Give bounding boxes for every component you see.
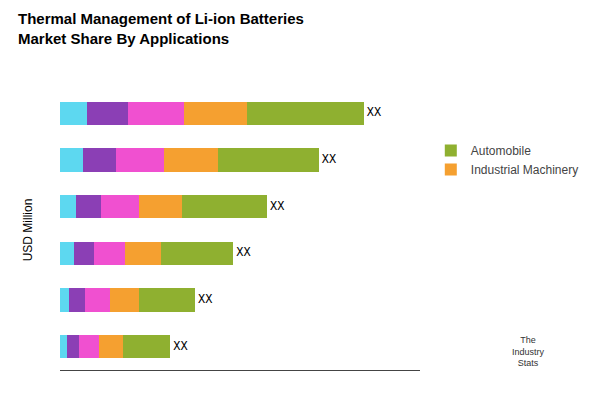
svg-text:USD Million: USD Million — [21, 199, 35, 262]
svg-text:Automobile: Automobile — [471, 144, 531, 158]
svg-text:Thermal Management of Li-ion B: Thermal Management of Li-ion BatteriesMa… — [18, 10, 304, 47]
svg-text:XX: XX — [173, 340, 187, 354]
svg-text:Industrial Machinery: Industrial Machinery — [471, 163, 578, 177]
svg-text:TheIndustryStats: TheIndustryStats — [512, 335, 545, 368]
svg-text:XX: XX — [270, 200, 284, 214]
svg-text:XX: XX — [198, 293, 212, 307]
svg-text:XX: XX — [322, 153, 336, 167]
svg-text:XX: XX — [236, 246, 250, 260]
svg-text:XX: XX — [367, 106, 381, 120]
